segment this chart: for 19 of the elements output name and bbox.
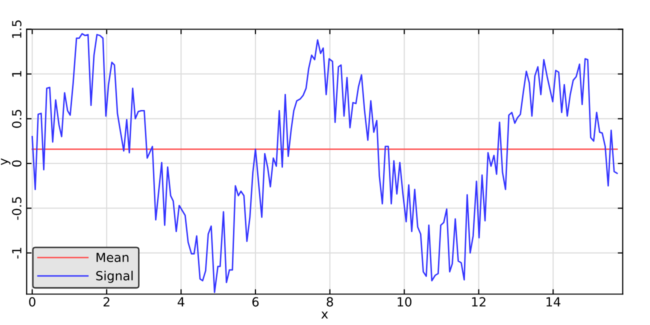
- x-tick-label: 2: [104, 297, 110, 306]
- x-tick-label: 0: [29, 297, 36, 307]
- x-tick-label: 12: [472, 297, 486, 306]
- y-tick-label: 1: [12, 71, 22, 77]
- x-tick-label: 6: [252, 297, 259, 307]
- x-axis-title: x: [321, 312, 328, 318]
- y-tick-label: 0.5: [12, 110, 22, 128]
- x-tick-label: 14: [546, 297, 560, 306]
- y-tick-label: -1: [12, 248, 22, 259]
- x-tick-label: 8: [326, 297, 334, 307]
- line-series: [32, 33, 618, 294]
- x-tick-label: 4: [178, 297, 184, 306]
- x-tick-label: 10: [398, 297, 412, 307]
- y-tick-label: 1.5: [12, 20, 22, 38]
- legend-label: Signal: [96, 270, 133, 283]
- y-axis-title: y: [0, 158, 10, 166]
- y-tick-label: -0.5: [12, 197, 22, 220]
- legend-label: Mean: [96, 252, 128, 262]
- y-tick-label: 0: [12, 160, 22, 167]
